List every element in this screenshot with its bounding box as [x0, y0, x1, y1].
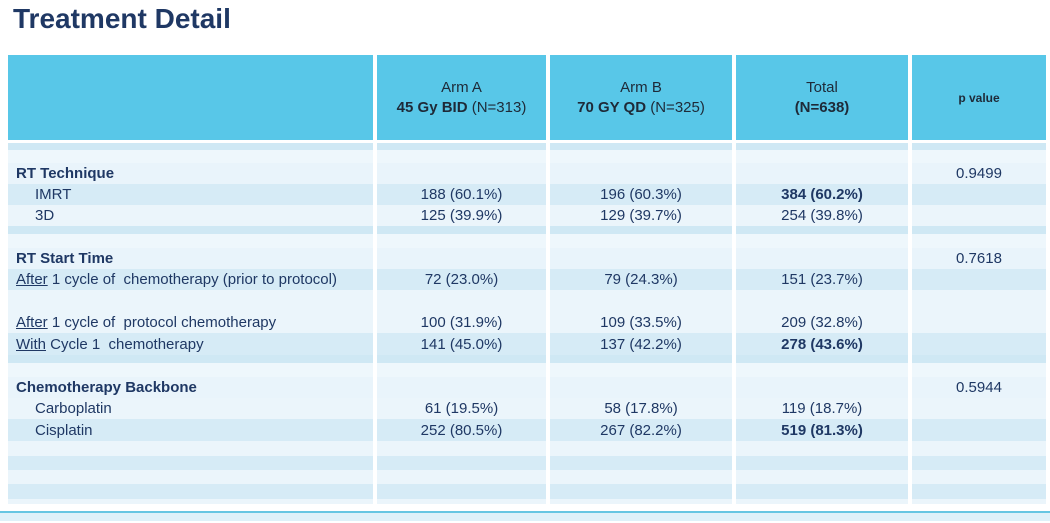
- p-value: 0.5944: [912, 377, 1046, 398]
- total-value: 119 (18.7%): [736, 398, 908, 419]
- arm-a-value: 141 (45.0%): [377, 333, 546, 355]
- total-value: 278 (43.6%): [736, 333, 908, 355]
- arm-a-value: 125 (39.9%): [377, 205, 546, 226]
- arm-b-subtitle: 70 GY QD (N=325): [577, 98, 705, 116]
- row-label: Carboplatin: [35, 400, 112, 417]
- section-row-rt-technique: RT Technique 0.9499: [8, 163, 1046, 184]
- total-value: 209 (32.8%): [736, 312, 908, 333]
- spacer-row: [8, 234, 1046, 248]
- empty-row: [8, 499, 1046, 504]
- total-value: 519 (81.3%): [736, 419, 908, 441]
- spacer-row: [8, 226, 1046, 234]
- row-label: After 1 cycle of protocol chemotherapy: [16, 314, 277, 331]
- row-label: IMRT: [35, 186, 72, 203]
- bottom-accent-bar: [0, 511, 1050, 521]
- arm-a-subtitle: 45 Gy BID (N=313): [396, 98, 527, 116]
- arm-b-title: Arm B: [620, 78, 662, 96]
- total-value: 254 (39.8%): [736, 205, 908, 226]
- section-row-chemotherapy-backbone: Chemotherapy Backbone 0.5944: [8, 377, 1046, 398]
- arm-b-value: 109 (33.5%): [550, 312, 732, 333]
- p-value: 0.9499: [912, 163, 1046, 184]
- header-arm-b: Arm B 70 GY QD (N=325): [550, 55, 732, 140]
- total-value: 384 (60.2%): [736, 184, 908, 205]
- section-row-rt-start-time: RT Start Time 0.7618: [8, 248, 1046, 269]
- row-label: With Cycle 1 chemotherapy: [16, 335, 204, 353]
- empty-row: [8, 456, 1046, 470]
- treatment-detail-table: Arm A 45 Gy BID (N=313) Arm B 70 GY QD (…: [8, 55, 1046, 504]
- arm-b-value: 196 (60.3%): [550, 184, 732, 205]
- data-row-after-protocol-chemo: After 1 cycle of protocol chemotherapy 1…: [8, 312, 1046, 333]
- section-name: RT Technique: [16, 165, 115, 182]
- spacer-row: [8, 143, 1046, 150]
- header-p-value: p value: [912, 55, 1046, 140]
- table-header-row: Arm A 45 Gy BID (N=313) Arm B 70 GY QD (…: [8, 55, 1046, 140]
- arm-a-value: 188 (60.1%): [377, 184, 546, 205]
- header-empty-cell: [8, 55, 373, 140]
- total-title: Total: [806, 78, 838, 96]
- section-name: Chemotherapy Backbone: [16, 379, 197, 396]
- row-label: After 1 cycle of chemotherapy (prior to …: [16, 271, 337, 288]
- header-total: Total (N=638): [736, 55, 908, 140]
- arm-b-value: 267 (82.2%): [550, 419, 732, 441]
- arm-a-value: 252 (80.5%): [377, 419, 546, 441]
- data-row-after-prior-to-protocol: After 1 cycle of chemotherapy (prior to …: [8, 269, 1046, 312]
- data-row-imrt: IMRT 188 (60.1%) 196 (60.3%) 384 (60.2%): [8, 184, 1046, 205]
- empty-row: [8, 470, 1046, 484]
- header-arm-a: Arm A 45 Gy BID (N=313): [377, 55, 546, 140]
- empty-row: [8, 441, 1046, 456]
- data-row-cisplatin: Cisplatin 252 (80.5%) 267 (82.2%) 519 (8…: [8, 419, 1046, 441]
- arm-a-value: 61 (19.5%): [377, 398, 546, 419]
- spacer-row: [8, 150, 1046, 163]
- data-row-with-cycle-1: With Cycle 1 chemotherapy 141 (45.0%) 13…: [8, 333, 1046, 355]
- spacer-row: [8, 363, 1046, 377]
- arm-b-value: 58 (17.8%): [550, 398, 732, 419]
- arm-b-value: 79 (24.3%): [550, 269, 732, 312]
- total-subtitle: (N=638): [794, 98, 850, 116]
- total-value: 151 (23.7%): [736, 269, 908, 312]
- empty-row: [8, 484, 1046, 499]
- arm-b-value: 129 (39.7%): [550, 205, 732, 226]
- data-row-carboplatin: Carboplatin 61 (19.5%) 58 (17.8%) 119 (1…: [8, 398, 1046, 419]
- page-title: Treatment Detail: [13, 3, 231, 34]
- data-row-3d: 3D 125 (39.9%) 129 (39.7%) 254 (39.8%): [8, 205, 1046, 226]
- arm-a-title: Arm A: [441, 78, 482, 96]
- row-label: Cisplatin: [35, 421, 93, 439]
- p-value: 0.7618: [912, 248, 1046, 269]
- section-name: RT Start Time: [16, 250, 114, 267]
- arm-a-value: 72 (23.0%): [377, 269, 546, 312]
- arm-b-value: 137 (42.2%): [550, 333, 732, 355]
- arm-a-value: 100 (31.9%): [377, 312, 546, 333]
- row-label: 3D: [35, 207, 55, 224]
- spacer-row: [8, 355, 1046, 363]
